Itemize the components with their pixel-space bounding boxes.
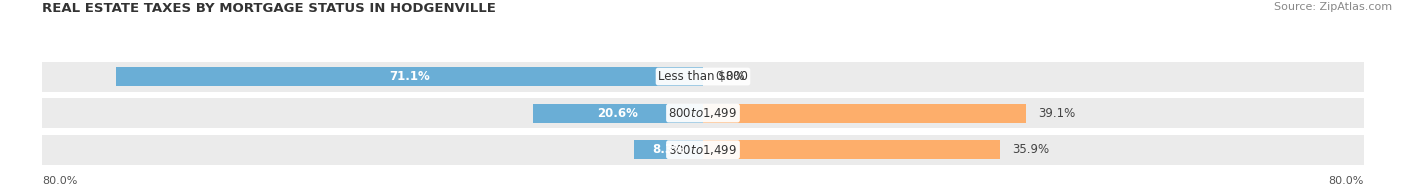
Bar [533,104,703,123]
Text: 80.0%: 80.0% [1329,176,1364,185]
Bar [42,98,1364,128]
Bar [115,67,703,86]
Text: 39.1%: 39.1% [1039,107,1076,120]
Text: Source: ZipAtlas.com: Source: ZipAtlas.com [1274,2,1392,12]
Bar [703,140,1000,159]
Text: 35.9%: 35.9% [1012,143,1049,156]
Text: 20.6%: 20.6% [598,107,638,120]
Bar [634,140,703,159]
Text: 80.0%: 80.0% [42,176,77,185]
Text: REAL ESTATE TAXES BY MORTGAGE STATUS IN HODGENVILLE: REAL ESTATE TAXES BY MORTGAGE STATUS IN … [42,2,496,15]
Bar [42,135,1364,165]
Text: 71.1%: 71.1% [389,70,430,83]
Text: Less than $800: Less than $800 [658,70,748,83]
Text: $800 to $1,499: $800 to $1,499 [668,106,738,120]
Text: 8.3%: 8.3% [652,143,685,156]
Bar [42,62,1364,91]
Text: 0.0%: 0.0% [716,70,745,83]
Bar [703,104,1026,123]
Text: $800 to $1,499: $800 to $1,499 [668,143,738,157]
